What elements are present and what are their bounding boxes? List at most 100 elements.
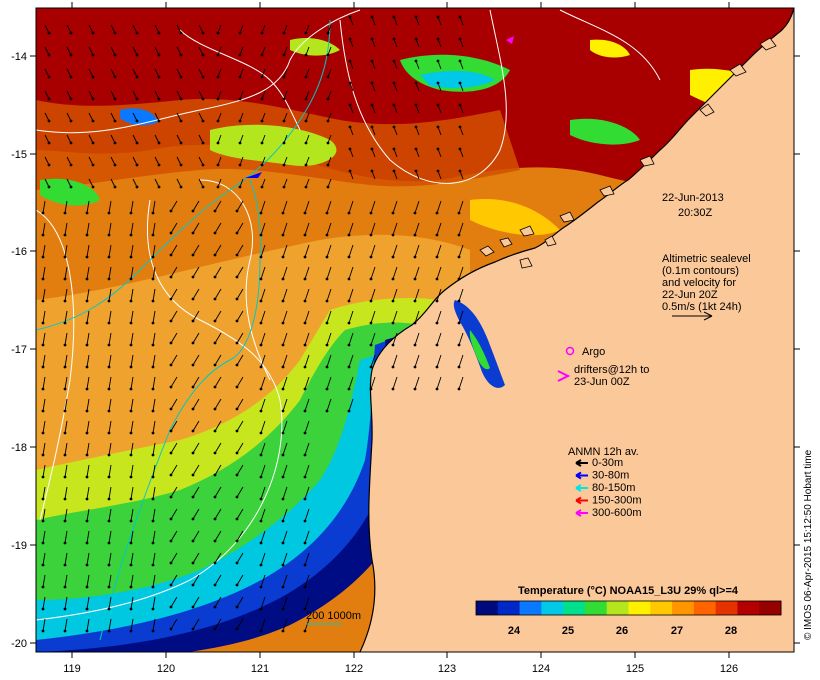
velocity-arrow-head [91,163,95,167]
velocity-arrow [42,552,46,566]
sealevel-contour [339,9,507,184]
velocity-arrow [459,148,464,158]
velocity-arrow [236,530,244,542]
anmn-30-80m-arrow [245,172,262,178]
velocity-arrow-head [151,585,155,589]
velocity-arrow [282,200,288,214]
velocity-arrow [260,596,266,610]
legend-arrow-icon [575,471,582,480]
velocity-arrow-head [113,163,117,167]
velocity-arrow [305,68,310,78]
velocity-arrow [217,156,222,166]
velocity-arrow [88,112,94,122]
coastal-islands [479,37,777,269]
velocity-arrow-head [325,255,329,259]
velocity-arrow [236,200,244,212]
velocity-arrow-head [325,365,329,369]
velocity-arrow-head [191,209,195,213]
velocity-arrow-head [303,431,307,435]
velocity-arrow-head [458,59,462,63]
velocity-arrow-head [201,31,205,35]
velocity-arrow-head [458,125,462,129]
velocity-arrow-head [235,297,239,301]
velocity-arrow-head [436,169,440,173]
velocity-arrow-head [179,53,183,57]
velocity-arrow-head [238,75,242,79]
velocity-arrow-head [304,31,308,35]
velocity-arrow-head [201,119,205,123]
velocity-arrow-head [129,519,133,523]
velocity-arrow-head [213,451,217,455]
velocity-arrow [393,82,398,92]
velocity-arrow-head [169,451,173,455]
velocity-arrow-head [259,475,263,479]
velocity-arrow [260,420,266,434]
velocity-arrow-head [63,409,67,413]
velocity-arrow-head [392,59,396,63]
velocity-arrow-head [325,233,329,237]
velocity-arrow [326,288,332,302]
velocity-arrows [41,15,464,633]
velocity-arrow-head [191,319,195,323]
velocity-arrow-head [151,607,155,611]
velocity-arrow-head [91,185,95,189]
velocity-arrow [371,16,376,26]
velocity-arrow [86,310,90,324]
velocity-arrow-head [41,299,45,303]
velocity-arrow-head [41,365,45,369]
velocity-arrow-head [69,31,73,35]
velocity-arrow-head [41,431,45,435]
altimetry-line-2: (0.1m contours) [662,265,739,277]
velocity-arrow [261,68,266,78]
velocity-arrow [436,354,442,368]
isobath-200m [36,19,331,331]
legend-label: 80-150m [592,482,635,494]
velocity-arrow [152,442,156,456]
velocity-arrow-head [260,97,264,101]
velocity-arrow [459,82,464,92]
velocity-arrow-head [281,585,285,589]
velocity-arrow-head [325,299,329,303]
velocity-arrow [64,552,68,566]
velocity-arrow [86,200,90,214]
velocity-arrow-head [435,233,439,237]
velocity-arrow-head [238,185,242,189]
anmn-legend-title: ANMN 12h av. [568,446,639,458]
velocity-arrow-head [235,275,239,279]
legend-label: 300-600m [592,507,642,519]
velocity-arrow-head [259,453,263,457]
legend-label: 150-300m [592,495,642,507]
velocity-arrow-head [414,147,418,151]
velocity-arrow-head [41,453,45,457]
velocity-arrow [304,398,310,412]
velocity-arrow-head [107,585,111,589]
velocity-arrow-head [259,585,263,589]
velocity-arrow [458,354,464,368]
velocity-arrow [415,148,420,158]
velocity-arrow [260,530,266,544]
velocity-arrow-head [129,563,133,567]
velocity-arrow-head [91,75,95,79]
velocity-arrow [327,134,332,144]
legend-arrow-icon [575,459,582,467]
velocity-arrow-head [458,81,462,85]
velocity-arrow [86,618,90,632]
velocity-arrow [86,332,90,346]
velocity-arrow-head [135,185,139,189]
velocity-arrow [236,464,244,476]
velocity-arrow [152,574,156,588]
velocity-arrow-head [135,75,139,79]
velocity-arrow [327,46,332,56]
velocity-arrow-head [259,321,263,325]
velocity-arrow [239,178,244,188]
velocity-arrow [154,178,160,188]
velocity-arrow-head [41,475,45,479]
velocity-arrow [458,266,464,280]
velocity-arrow-head [282,97,286,101]
velocity-arrow-head [179,119,183,123]
velocity-arrow [304,310,310,324]
velocity-arrow-head [259,519,263,523]
velocity-arrow [130,244,134,258]
velocity-arrow [44,178,50,188]
velocity-arrow [44,24,50,34]
